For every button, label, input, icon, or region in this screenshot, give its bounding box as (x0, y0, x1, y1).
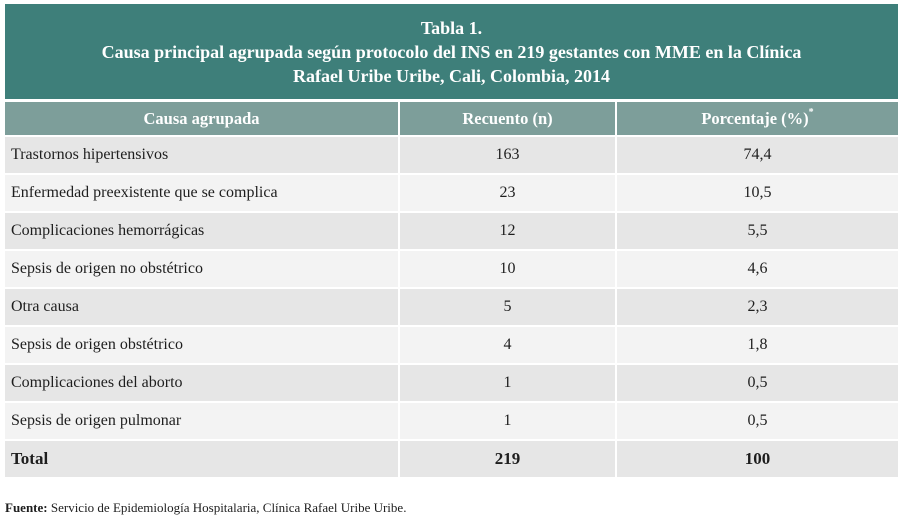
cell-count: 23 (399, 173, 617, 212)
table-row: Enfermedad preexistente que se complica … (5, 173, 898, 212)
source-note: Fuente: Servicio de Epidemiología Hospit… (5, 500, 406, 516)
data-table: Causa agrupada Recuento (n) Porcentaje (… (5, 102, 898, 477)
cell-percent: 0,5 (616, 401, 898, 440)
cell-percent: 0,5 (616, 363, 898, 402)
header-percent-footnote-mark: * (808, 107, 814, 118)
cell-cause: Sepsis de origen obstétrico (5, 325, 400, 364)
table-number: Tabla 1. (420, 18, 483, 38)
cell-count: 1 (399, 363, 617, 402)
table-row: Complicaciones hemorrágicas 12 5,5 (5, 211, 898, 250)
cell-percent: 4,6 (616, 249, 898, 288)
cell-percent: 74,4 (616, 135, 898, 174)
table-row: Otra causa 5 2,3 (5, 287, 898, 326)
cell-cause: Enfermedad preexistente que se complica (5, 173, 400, 212)
table-title: Tabla 1. Causa principal agrupada según … (5, 4, 898, 99)
cell-cause: Otra causa (5, 287, 400, 326)
source-text: Servicio de Epidemiología Hospitalaria, … (47, 500, 407, 515)
cell-count: 12 (399, 211, 617, 250)
source-label: Fuente: (5, 500, 48, 515)
total-label: Total (5, 439, 400, 477)
header-cause: Causa agrupada (5, 102, 400, 136)
total-row: Total 219 100 (5, 439, 898, 477)
cell-percent: 10,5 (616, 173, 898, 212)
cell-cause: Trastornos hipertensivos (5, 135, 400, 174)
cell-cause: Sepsis de origen no obstétrico (5, 249, 400, 288)
cell-count: 163 (399, 135, 617, 174)
table-caption-line-1: Causa principal agrupada según protocolo… (101, 42, 802, 62)
cell-count: 5 (399, 287, 617, 326)
header-count: Recuento (n) (399, 102, 617, 136)
header-percent: Porcentaje (%)* (616, 102, 898, 136)
total-count: 219 (399, 439, 617, 477)
table-row: Sepsis de origen no obstétrico 10 4,6 (5, 249, 898, 288)
table-row: Sepsis de origen obstétrico 4 1,8 (5, 325, 898, 364)
header-row: Causa agrupada Recuento (n) Porcentaje (… (5, 102, 898, 136)
table-caption-line-2: Rafael Uribe Uribe, Cali, Colombia, 2014 (293, 66, 610, 86)
cell-count: 1 (399, 401, 617, 440)
cell-cause: Sepsis de origen pulmonar (5, 401, 400, 440)
header-percent-label: Porcentaje (%) (701, 108, 809, 128)
cell-cause: Complicaciones del aborto (5, 363, 400, 402)
cell-percent: 2,3 (616, 287, 898, 326)
cell-percent: 5,5 (616, 211, 898, 250)
cell-percent: 1,8 (616, 325, 898, 364)
cell-cause: Complicaciones hemorrágicas (5, 211, 400, 250)
cell-count: 4 (399, 325, 617, 364)
cell-count: 10 (399, 249, 617, 288)
table-row: Complicaciones del aborto 1 0,5 (5, 363, 898, 402)
table-row: Trastornos hipertensivos 163 74,4 (5, 135, 898, 174)
table-row: Sepsis de origen pulmonar 1 0,5 (5, 401, 898, 440)
total-percent: 100 (616, 439, 898, 477)
